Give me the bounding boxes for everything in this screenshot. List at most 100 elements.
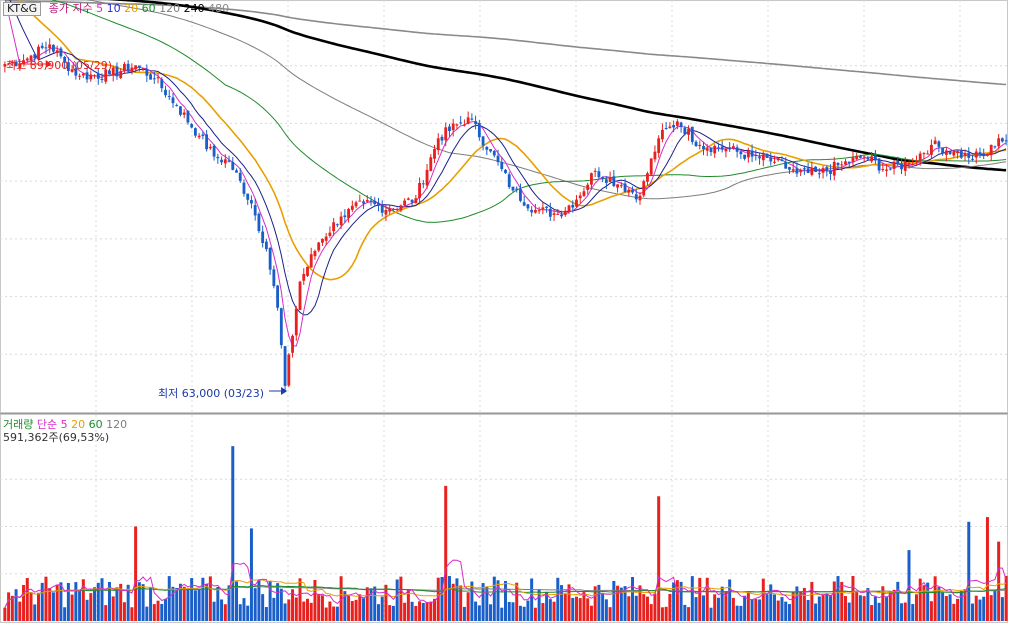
candle-body [470,118,474,120]
volume-bar [926,582,930,621]
candle-body [276,285,280,308]
volume-bar [802,587,806,621]
volume-bar [582,592,586,621]
candle-body [642,181,646,196]
candle-body [810,167,814,175]
ma60-period[interactable]: 60 [141,2,156,15]
volume-bar [556,577,560,621]
candle-body [769,157,773,162]
volume-bar [130,607,134,621]
volume-bar [589,605,593,621]
volume-bar [246,605,250,621]
volume-bar [447,576,451,621]
volume-bar [231,446,235,621]
ma120-period[interactable]: 120 [159,2,181,15]
candle-body [601,177,605,179]
candle-body [205,134,209,150]
candle-body [264,241,268,250]
vol-ma5-period[interactable]: 5 [60,418,68,431]
candle-body [171,97,175,104]
candle-body [690,126,694,142]
volume-bar [317,593,321,621]
volume-bar [851,576,855,621]
volume-bar [791,592,795,621]
volume-bar [3,607,7,621]
volume-bar [18,601,22,621]
candle-body [418,182,421,198]
candle-body [597,171,601,178]
vol-ma60-period[interactable]: 60 [88,418,103,431]
vol-ma20-period[interactable]: 20 [71,418,86,431]
volume-bar [500,607,504,621]
candle-body [702,146,705,150]
ma10-period[interactable]: 10 [106,2,121,15]
candle-body [739,151,743,155]
volume-bar [817,596,821,621]
candle-body [52,44,55,52]
volume-bar [765,594,769,621]
volume-bar [541,603,545,621]
candle-body [160,79,164,89]
candle-body [119,71,123,79]
candle-body [608,177,612,182]
candle-body [89,74,93,80]
volume-label: 거래량 [3,418,34,431]
ma480-period[interactable]: 480 [208,2,230,15]
volume-bar [384,584,388,621]
volume-bar [911,604,915,621]
volume-bar [515,582,519,621]
volume-bar [664,606,668,621]
candle-body [922,153,926,155]
volume-bar [900,603,904,621]
ma20-period[interactable]: 20 [124,2,139,15]
vol-ma120-period[interactable]: 120 [106,418,128,431]
volume-bar [474,601,478,621]
volume-bar [220,599,224,621]
candle-body [526,204,530,209]
volume-bar [85,599,89,621]
volume-bar [847,602,851,621]
ma240-period[interactable]: 240 [183,2,205,15]
volume-bar [668,593,672,621]
candle-body [791,169,795,171]
volume-bar [55,584,59,621]
candle-body [537,210,541,212]
volume-bar [959,590,963,621]
price-panel-frame [0,0,1008,413]
candle-body [776,158,780,161]
candle-body [235,170,238,173]
candle-body [855,155,859,160]
candle-body [328,232,332,236]
volume-bar [167,576,171,621]
volume-bar [993,589,997,621]
candle-body [156,77,160,79]
candle-body [152,78,156,80]
volume-bar [440,577,444,621]
volume-bar [832,581,836,621]
candle-body [698,144,702,147]
candle-body [840,164,844,166]
volume-bar [96,582,100,621]
volume-bar [227,585,231,621]
candle-body [750,150,754,157]
candle-body [612,176,616,186]
candle-body [399,205,403,211]
candle-body [679,122,683,127]
candle-body [937,141,941,147]
candle-body [967,152,971,158]
candle-body [885,169,888,171]
candle-body [694,141,698,146]
candle-body [646,173,649,182]
candle-body [208,146,212,149]
symbol-chip[interactable]: KT&G [3,2,42,16]
volume-bar [489,604,493,621]
ma5-period[interactable]: 5 [96,2,104,15]
volume-bar [929,601,933,621]
candle-body [986,153,989,156]
volume-bar [675,580,679,621]
volume-bar [455,578,459,621]
candle-body [660,129,664,140]
candle-body [784,161,788,169]
volume-bar [653,593,657,621]
